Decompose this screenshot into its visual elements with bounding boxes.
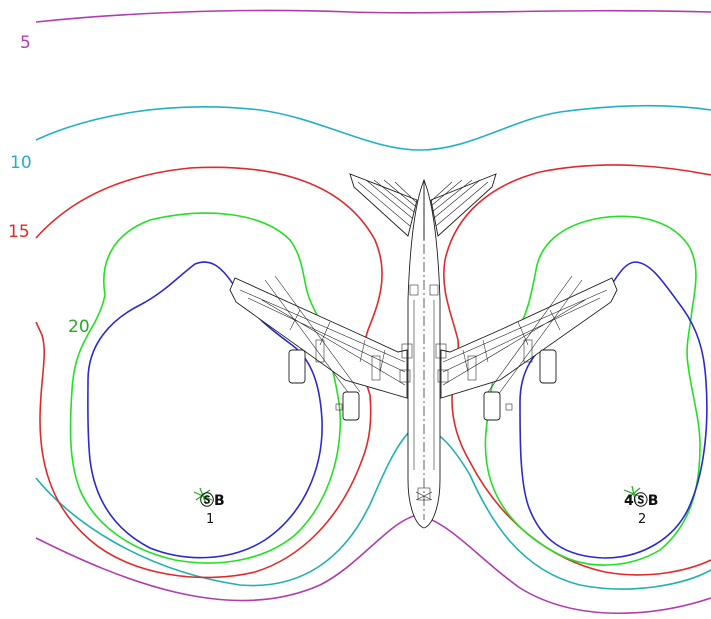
engine-right-outer — [539, 349, 557, 384]
engine-left-outer — [288, 349, 306, 384]
right-wing — [440, 275, 618, 421]
contour-labels: 5 10 15 20 — [8, 33, 90, 337]
airplane-top-view-icon — [229, 173, 618, 529]
contour-line-10-upper — [35, 104, 711, 151]
source-1-label: 1 — [206, 512, 214, 527]
source-1-marker-icon — [193, 487, 213, 505]
contour-line-5-upper — [35, 9, 711, 23]
contour-line-25-right — [519, 261, 708, 559]
contour-line-20-left — [69, 212, 342, 564]
contour-label-15: 15 — [8, 222, 30, 242]
engine-right-inner — [483, 391, 501, 421]
contour-line-25-left — [87, 261, 323, 559]
engine-left-inner — [342, 391, 360, 421]
horizontal-stabilizer — [349, 173, 497, 237]
contour-lines — [35, 9, 711, 614]
contour-label-5: 5 — [20, 33, 31, 53]
source-2-marker-icon — [623, 485, 645, 505]
contour-label-10: 10 — [10, 153, 32, 173]
source-1-glyph: ⓈB — [200, 492, 225, 509]
contour-line-20-right — [484, 215, 701, 566]
noise-source-2: 4ⓈB 2 — [623, 485, 658, 527]
contour-label-20: 20 — [68, 317, 90, 337]
left-wing — [229, 275, 408, 421]
source-2-glyph: 4ⓈB — [624, 492, 658, 509]
contour-line-15-left — [35, 166, 383, 579]
source-2-label: 2 — [638, 512, 646, 527]
fuselage — [399, 178, 449, 529]
noise-source-1: ⓈB 1 — [193, 487, 225, 527]
